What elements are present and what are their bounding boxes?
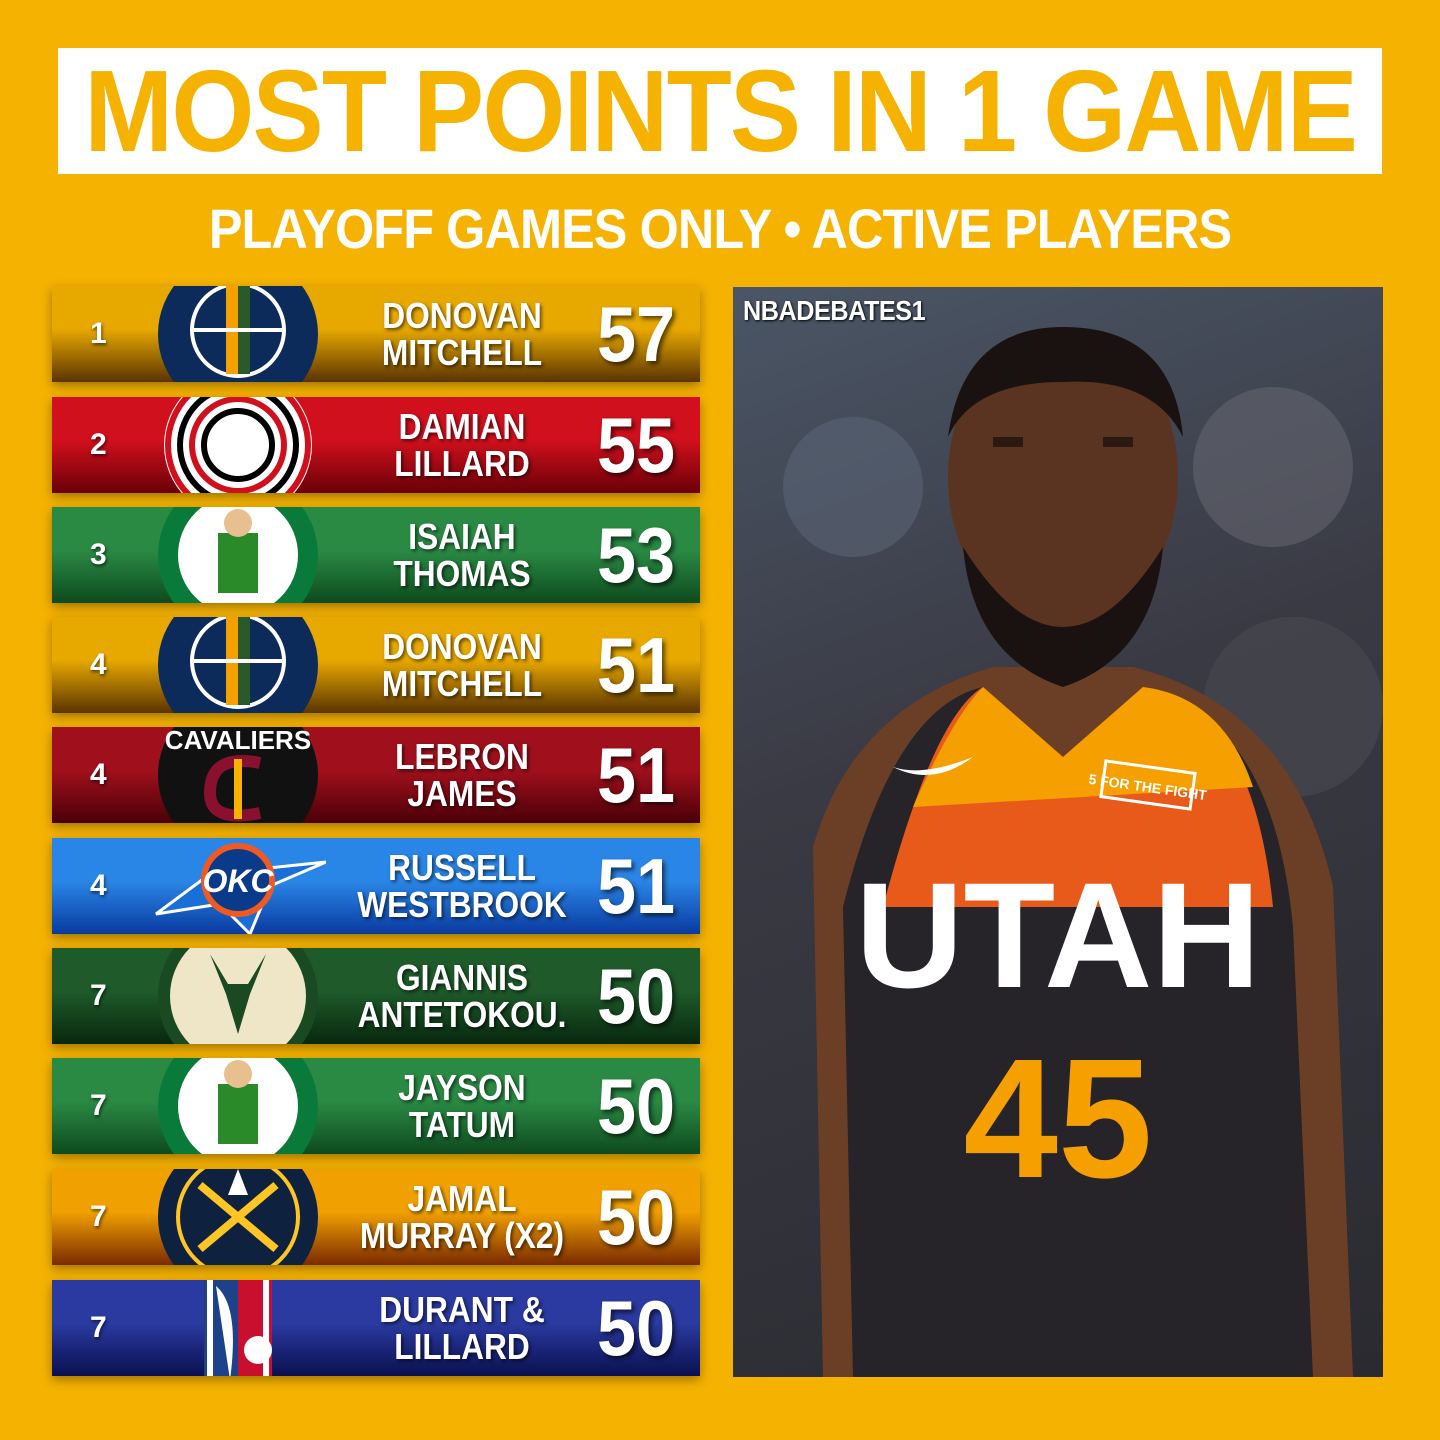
player-name-line1: ISAIAH [408, 516, 516, 557]
points: 50 [596, 1173, 676, 1261]
page-title: MOST POINTS IN 1 GAME [84, 46, 1358, 176]
rank: 4 [90, 648, 107, 681]
player-name-line1: JAYSON [398, 1067, 526, 1108]
player-name-line1: DURANT & [379, 1289, 545, 1330]
player-name-line1: DONOVAN [382, 626, 542, 667]
rank: 7 [90, 1089, 107, 1122]
player-name-line2: TATUM [408, 1104, 516, 1145]
player-name-line1: JAMAL [407, 1178, 517, 1219]
player-name: JAMAL MURRAY (X2) [356, 1169, 567, 1265]
svg-text:CAVALIERS: CAVALIERS [165, 727, 311, 755]
team-logo-icon [150, 617, 326, 713]
ranking-row: 4 OKC RUSSELL WESTBROOK 51 [52, 838, 700, 934]
player-name-line1: LEBRON [395, 736, 529, 777]
player-name: RUSSELL WESTBROOK [356, 838, 567, 934]
team-logo-icon: CAVALIERS [150, 727, 326, 823]
ranking-row: 1 DONOVAN MITCHELL 57 [52, 286, 700, 382]
player-name: ISAIAH THOMAS [356, 507, 567, 603]
player-name-line2: WESTBROOK [357, 884, 567, 925]
rank: 4 [90, 869, 107, 902]
player-name-line2: MITCHELL [381, 663, 543, 704]
subtitle: PLAYOFF GAMES ONLY • ACTIVE PLAYERS [208, 197, 1232, 260]
rank: 1 [90, 317, 107, 350]
team-logo-icon: OKC [150, 838, 327, 934]
points: 51 [596, 621, 676, 709]
player-name: DONOVAN MITCHELL [356, 286, 567, 382]
points: 55 [596, 401, 676, 489]
team-logo-icon [150, 1280, 326, 1376]
player-name-line2: THOMAS [393, 553, 531, 594]
player-name-line2: MITCHELL [381, 332, 543, 373]
team-logo-icon [150, 1169, 326, 1265]
ranking-row: 4 DONOVAN MITCHELL 51 [52, 617, 700, 713]
rank: 2 [90, 428, 107, 461]
ranking-row: 7 JAYSON TATUM 50 [52, 1058, 700, 1154]
player-name: GIANNIS ANTETOKOU. [356, 948, 567, 1044]
player-photo: UTAH 45 5 FOR THE FIGHT NBADEBATES1 [733, 287, 1383, 1377]
player-name: DONOVAN MITCHELL [356, 617, 567, 713]
ranking-row: 7 GIANNIS ANTETOKOU. 50 [52, 948, 700, 1044]
watermark: NBADEBATES1 [743, 295, 926, 326]
player-name: DAMIAN LILLARD [356, 397, 567, 493]
player-name-line1: DONOVAN [382, 295, 542, 336]
points: 53 [596, 511, 676, 599]
points: 50 [596, 952, 676, 1040]
rank: 7 [90, 1200, 107, 1233]
jersey-number: 45 [963, 1024, 1152, 1214]
player-name-line2: MURRAY (X2) [359, 1215, 565, 1256]
points: 51 [596, 731, 676, 819]
player-name: JAYSON TATUM [356, 1058, 567, 1154]
player-name-line2: ANTETOKOU. [357, 994, 567, 1035]
player-name-line1: GIANNIS [395, 957, 528, 998]
team-logo-icon [150, 948, 326, 1044]
title-banner: MOST POINTS IN 1 GAME [58, 46, 1382, 176]
player-name-line2: JAMES [407, 773, 517, 814]
player-name-line2: LILLARD [394, 1326, 530, 1367]
ranking-row: 7 DURANT & LILLARD 50 [52, 1280, 700, 1376]
player-name-line2: LILLARD [394, 443, 530, 484]
rank: 7 [90, 1311, 107, 1344]
ranking-row: 7 JAMAL MURRAY (X2) 50 [52, 1169, 700, 1265]
rank: 7 [90, 979, 107, 1012]
points: 51 [596, 842, 676, 930]
team-logo-icon [150, 1058, 326, 1154]
points: 57 [596, 290, 676, 378]
player-name-line1: DAMIAN [398, 406, 526, 447]
team-logo-icon [150, 507, 326, 603]
player-illustration: UTAH 45 5 FOR THE FIGHT [783, 327, 1383, 1377]
jersey-text: UTAH [855, 851, 1260, 1019]
ranking-row: 4 CAVALIERS LEBRON JAMES 51 [52, 727, 700, 823]
points: 50 [596, 1062, 676, 1150]
ranking-row: 2 DAMIAN LILLARD 55 [52, 397, 700, 493]
player-name: DURANT & LILLARD [356, 1280, 567, 1376]
team-logo-icon [150, 286, 326, 382]
rank: 3 [90, 538, 107, 571]
player-name: LEBRON JAMES [356, 727, 567, 823]
points: 50 [596, 1284, 676, 1372]
svg-text:OKC: OKC [202, 863, 274, 899]
rank: 4 [90, 758, 107, 791]
team-logo-icon [150, 397, 326, 493]
player-name-line1: RUSSELL [388, 847, 536, 888]
swoosh-icon [893, 757, 973, 775]
ranking-row: 3 ISAIAH THOMAS 53 [52, 507, 700, 603]
